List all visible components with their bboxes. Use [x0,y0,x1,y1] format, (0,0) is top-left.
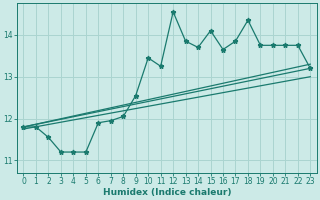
X-axis label: Humidex (Indice chaleur): Humidex (Indice chaleur) [103,188,231,197]
